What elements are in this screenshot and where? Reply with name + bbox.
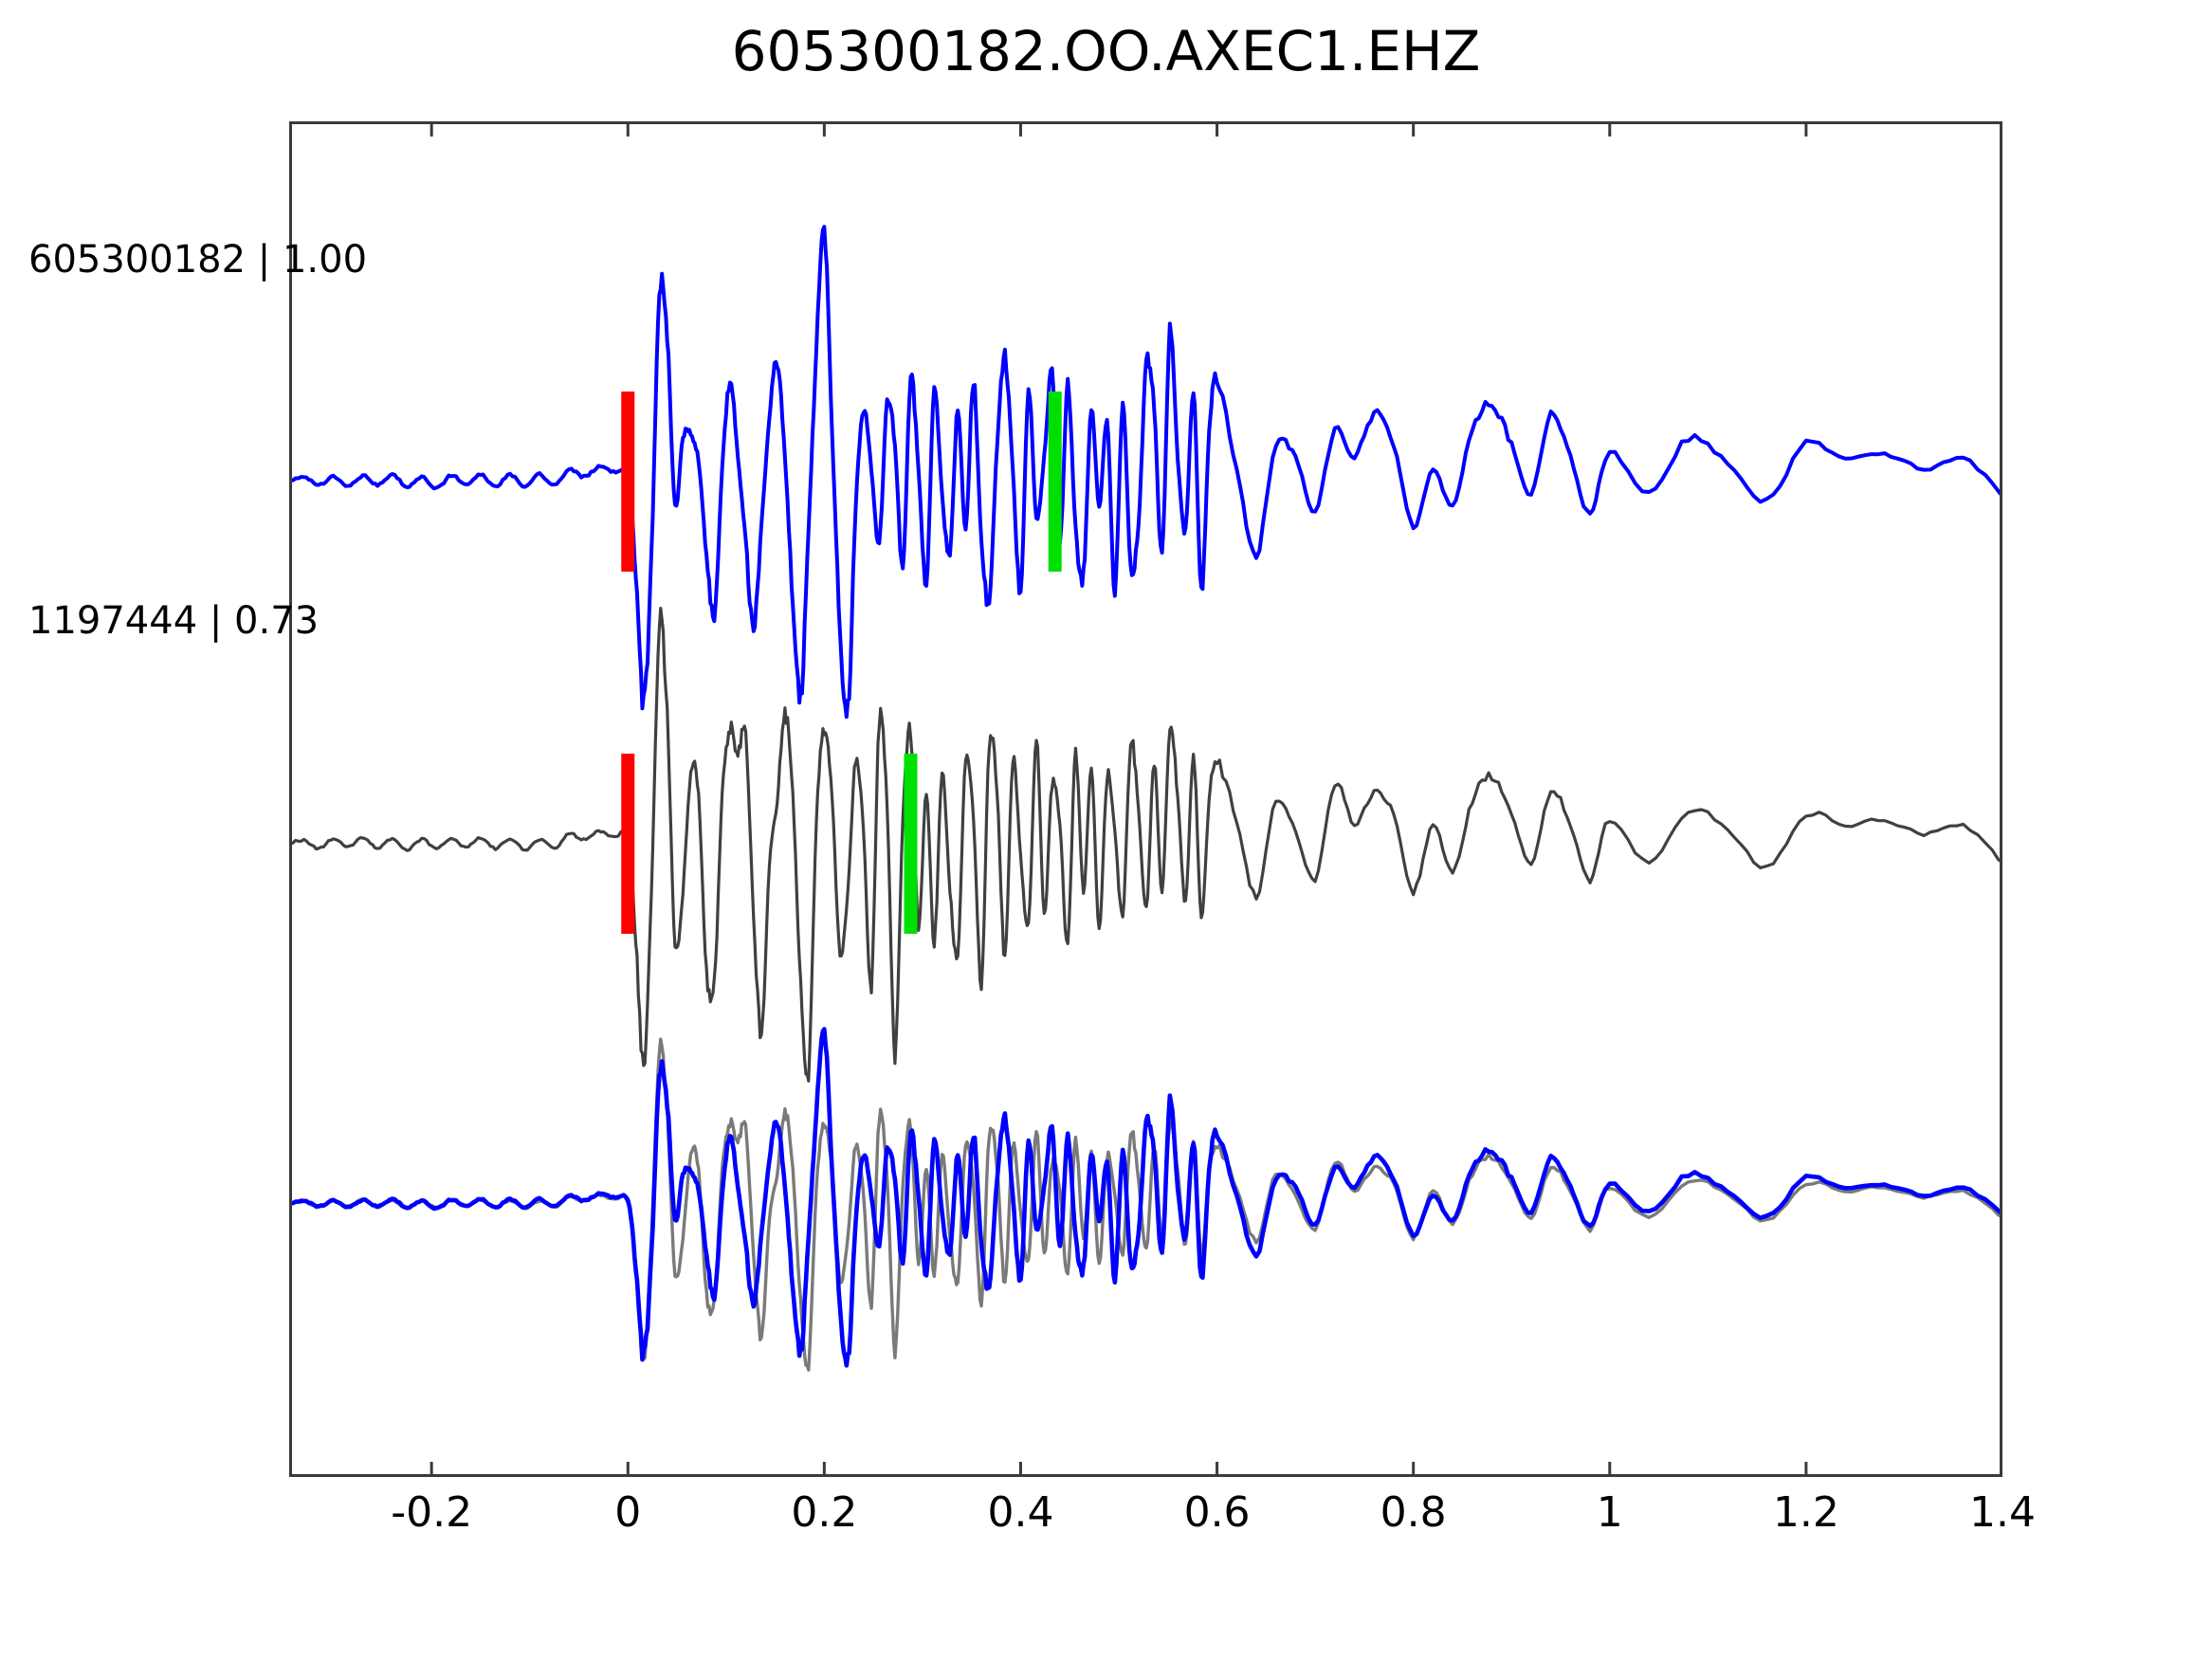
x-tick-label: 0.2 [791,1488,858,1537]
x-tick-label: 0 [614,1488,642,1537]
p-pick-marker-detection [621,754,635,934]
trace-label-template: 605300182 | 1.00 [28,238,368,282]
x-tick-label: 1.4 [1969,1488,2036,1537]
pick-markers [621,392,1062,934]
trace-detection-waveform [289,607,2002,1083]
s-pick-marker-template [1048,392,1062,572]
plot-area [289,121,2002,1477]
s-pick-marker-detection [904,754,918,934]
trace-template-waveform [289,225,2002,720]
x-tick-label: -0.2 [391,1488,473,1537]
x-tick-label: 1.2 [1772,1488,1839,1537]
x-tick-label: 0.6 [1183,1488,1251,1537]
trace-overlay-waveform [289,1027,2002,1372]
trace-label-detection: 1197444 | 0.73 [28,599,320,643]
x-tick-label: 1 [1596,1488,1623,1537]
p-pick-marker-template [621,392,635,572]
page-title: 605300182.OO.AXEC1.EHZ [731,19,1481,83]
x-tick-label: 0.8 [1380,1488,1447,1537]
x-tick-label: 0.4 [987,1488,1054,1537]
waveform-canvas [289,121,2002,1477]
